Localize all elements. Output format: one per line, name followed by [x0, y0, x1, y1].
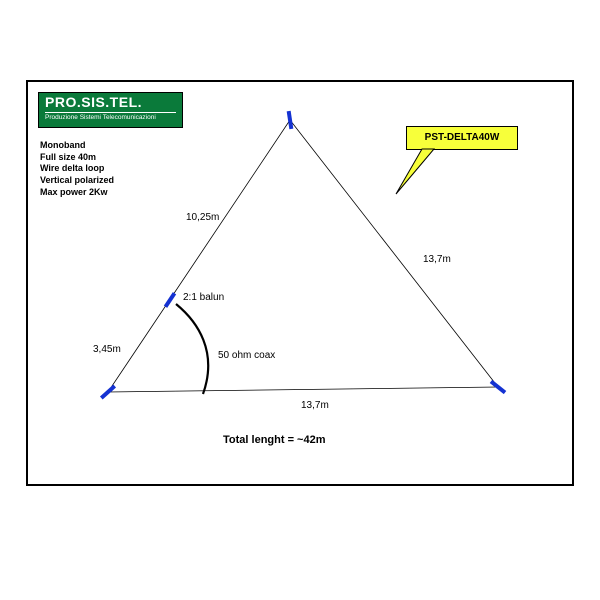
delta-loop-svg	[28, 82, 572, 484]
label-total-length: Total lenght = ~42m	[223, 434, 326, 446]
label-bottom-side: 13,7m	[301, 400, 329, 411]
diagram-frame: PRO.SIS.TEL. Produzione Sistemi Telecomu…	[26, 80, 574, 486]
label-balun: 2:1 balun	[183, 292, 224, 303]
label-left-upper: 10,25m	[186, 212, 219, 223]
label-left-lower: 3,45m	[93, 344, 121, 355]
label-right-side: 13,7m	[423, 254, 451, 265]
label-coax: 50 ohm coax	[218, 350, 275, 361]
